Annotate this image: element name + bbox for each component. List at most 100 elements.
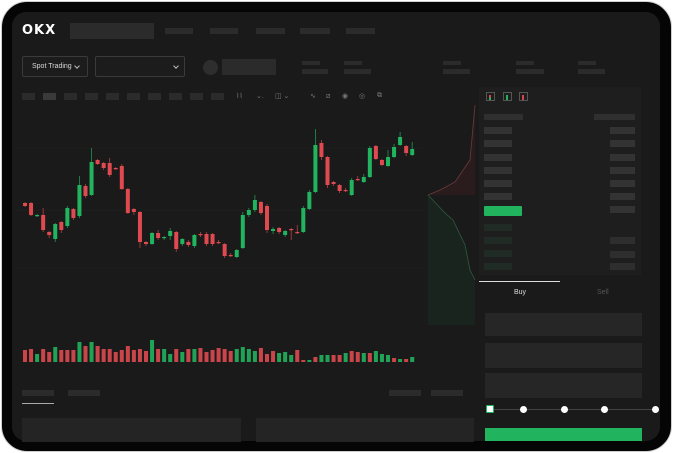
- spot-trading-dropdown[interactable]: Spot Trading: [22, 56, 88, 77]
- amount-input[interactable]: [485, 343, 642, 368]
- nav-item[interactable]: [210, 28, 238, 34]
- mid-price: [484, 206, 522, 216]
- volume-bar: [150, 340, 155, 362]
- percent-slider-handle[interactable]: [486, 405, 494, 413]
- camera-icon[interactable]: ◉: [342, 93, 349, 100]
- volume-bar: [240, 347, 245, 362]
- candle-body: [319, 143, 324, 157]
- volume-bar: [47, 352, 52, 362]
- stat-label: [302, 61, 320, 65]
- volume-bar: [198, 348, 203, 362]
- nav-item[interactable]: [256, 28, 285, 34]
- timeframe-button[interactable]: [64, 93, 77, 100]
- candlestick-chart[interactable]: [15, 105, 425, 375]
- book-view-both-icon[interactable]: [486, 92, 495, 101]
- candle-body: [35, 215, 40, 217]
- volume-bar: [192, 349, 197, 362]
- timeframe-button[interactable]: [148, 93, 161, 100]
- book-view-asks-icon[interactable]: [519, 92, 528, 101]
- volume-bar: [125, 346, 130, 362]
- pair-dropdown[interactable]: [95, 56, 185, 77]
- buy-button[interactable]: [485, 428, 642, 441]
- stat-label: [516, 61, 534, 65]
- candle-body: [373, 146, 378, 159]
- volume-bar: [204, 352, 209, 362]
- volume-bar: [271, 351, 276, 362]
- nav-item[interactable]: [165, 28, 193, 34]
- price-input[interactable]: [485, 313, 642, 336]
- slider-stop-75[interactable]: [601, 406, 608, 413]
- timeframe-button[interactable]: [211, 93, 224, 100]
- drawing-icon[interactable]: ◫ ⌄: [275, 93, 290, 100]
- fullscreen-icon[interactable]: ⧉: [377, 92, 382, 99]
- settings-icon[interactable]: ◎: [359, 93, 366, 100]
- volume-bar: [283, 352, 288, 362]
- tab-sell[interactable]: Sell: [597, 289, 609, 296]
- tab-buy[interactable]: Buy: [514, 289, 527, 296]
- slider-stop-100[interactable]: [652, 406, 659, 413]
- slider-stop-25[interactable]: [520, 406, 527, 413]
- tab-underline: [479, 281, 560, 282]
- volume-bar: [379, 354, 384, 362]
- nav-item[interactable]: [300, 28, 330, 34]
- ask-size: [610, 193, 635, 200]
- search-input[interactable]: [70, 23, 154, 39]
- volume-bar: [228, 351, 233, 362]
- bid-depth-area: [428, 195, 475, 325]
- slider-stop-50[interactable]: [561, 406, 568, 413]
- ask-price: [484, 193, 512, 200]
- volume-bar: [23, 350, 27, 362]
- ruler-icon[interactable]: ⧄: [326, 93, 331, 100]
- volume-bar: [325, 355, 330, 362]
- timeframe-button[interactable]: [190, 93, 203, 100]
- chevron-down-icon: [74, 63, 80, 69]
- line-icon[interactable]: ⌇⌇: [236, 93, 243, 100]
- bid-size: [610, 237, 635, 244]
- bid-price: [484, 263, 512, 270]
- volume-bar: [337, 355, 342, 362]
- timeframe-button[interactable]: [85, 93, 98, 100]
- volume-bar: [252, 351, 257, 362]
- volume-bar: [131, 350, 136, 362]
- okx-logo[interactable]: OKX: [22, 23, 57, 38]
- volume-bar: [373, 351, 378, 362]
- stat-label: [443, 61, 461, 65]
- book-view-bids-icon[interactable]: [503, 92, 512, 101]
- timeframe-button[interactable]: [22, 93, 35, 100]
- candle-body: [265, 206, 269, 230]
- pair-price: [222, 59, 276, 75]
- candle-body: [325, 157, 330, 185]
- candle-body: [47, 232, 52, 235]
- more-button[interactable]: [431, 390, 463, 396]
- timeframe-button[interactable]: [43, 93, 56, 100]
- candle-body: [107, 163, 112, 175]
- nav-item[interactable]: [346, 28, 375, 34]
- timeframe-button[interactable]: [106, 93, 119, 100]
- stat-label: [578, 61, 596, 65]
- candle-body: [398, 137, 403, 145]
- filter-button[interactable]: [389, 390, 421, 396]
- total-input[interactable]: [485, 373, 642, 398]
- percent-slider-track[interactable]: [489, 409, 655, 410]
- volume-bar: [301, 360, 306, 362]
- candle-body: [392, 147, 397, 157]
- candle-body: [59, 222, 64, 230]
- candle-body: [198, 234, 203, 236]
- tab-order-history[interactable]: [68, 390, 100, 396]
- tab-open-orders[interactable]: [22, 390, 54, 396]
- bid-size: [610, 263, 635, 270]
- wave-icon[interactable]: ∿: [310, 93, 316, 100]
- candle-body: [283, 231, 288, 235]
- volume-bar: [277, 353, 282, 362]
- timeframe-button[interactable]: [127, 93, 140, 100]
- candle-body: [192, 235, 197, 246]
- book-header: [484, 114, 523, 120]
- ask-size: [610, 167, 635, 174]
- candle-body: [271, 229, 276, 231]
- timeframe-button[interactable]: [169, 93, 182, 100]
- orders-panel: [22, 418, 241, 442]
- volume-bar: [313, 357, 318, 362]
- indicator-icon[interactable]: ⌄.: [256, 93, 264, 100]
- candle-body: [289, 229, 294, 231]
- volume-bar: [367, 353, 372, 362]
